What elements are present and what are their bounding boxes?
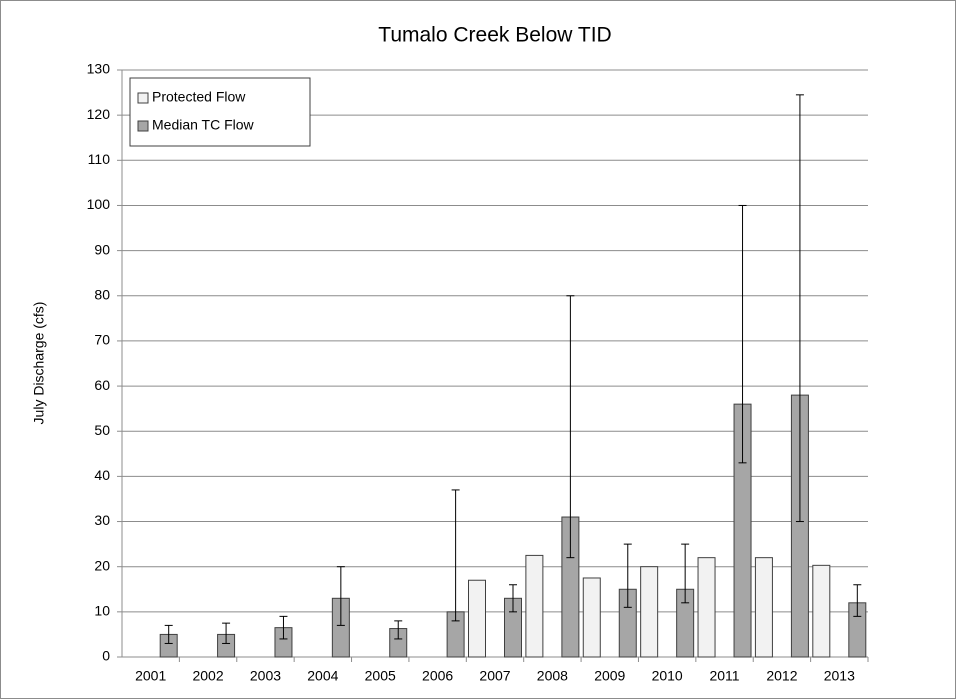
x-tick-label: 2007 (479, 668, 510, 684)
y-tick-label: 110 (88, 151, 111, 167)
y-axis-label: July Discharge (cfs) (31, 302, 47, 425)
x-tick-label: 2002 (192, 668, 223, 684)
bar (812, 564, 831, 658)
x-tick-label: 2001 (135, 668, 166, 684)
legend-label: Protected Flow (152, 89, 246, 105)
y-tick-label: 20 (94, 557, 110, 573)
bar (525, 554, 544, 658)
y-tick-label: 80 (94, 286, 110, 302)
y-tick-label: 0 (102, 648, 110, 664)
y-tick-label: 40 (94, 467, 110, 483)
y-tick-label: 100 (87, 196, 111, 212)
y-tick-label: 60 (94, 377, 110, 393)
y-tick-label: 30 (94, 512, 110, 528)
y-tick-label: 90 (94, 241, 110, 257)
y-tick-label: 70 (94, 332, 110, 348)
y-tick-label: 50 (94, 422, 110, 438)
x-tick-label: 2005 (365, 668, 396, 684)
bar (640, 566, 659, 658)
x-tick-label: 2009 (594, 668, 625, 684)
x-tick-label: 2012 (766, 668, 797, 684)
x-tick-label: 2008 (537, 668, 568, 684)
bar (582, 577, 601, 658)
bar (697, 557, 716, 658)
bar (754, 557, 773, 658)
legend-swatch (137, 120, 149, 132)
x-tick-label: 2011 (709, 668, 739, 684)
legend-box (129, 77, 311, 147)
legend-label: Median TC Flow (152, 117, 255, 133)
x-tick-label: 2004 (307, 668, 338, 684)
y-tick-label: 130 (87, 61, 111, 77)
chart-title: Tumalo Creek Below TID (378, 24, 611, 47)
bar (468, 579, 486, 658)
x-tick-label: 2006 (422, 668, 453, 684)
x-tick-label: 2010 (652, 668, 683, 684)
y-tick-label: 10 (94, 603, 110, 619)
x-tick-label: 2013 (824, 668, 855, 684)
x-tick-label: 2003 (250, 668, 281, 684)
legend-swatch (137, 92, 149, 104)
y-tick-label: 120 (87, 106, 111, 122)
